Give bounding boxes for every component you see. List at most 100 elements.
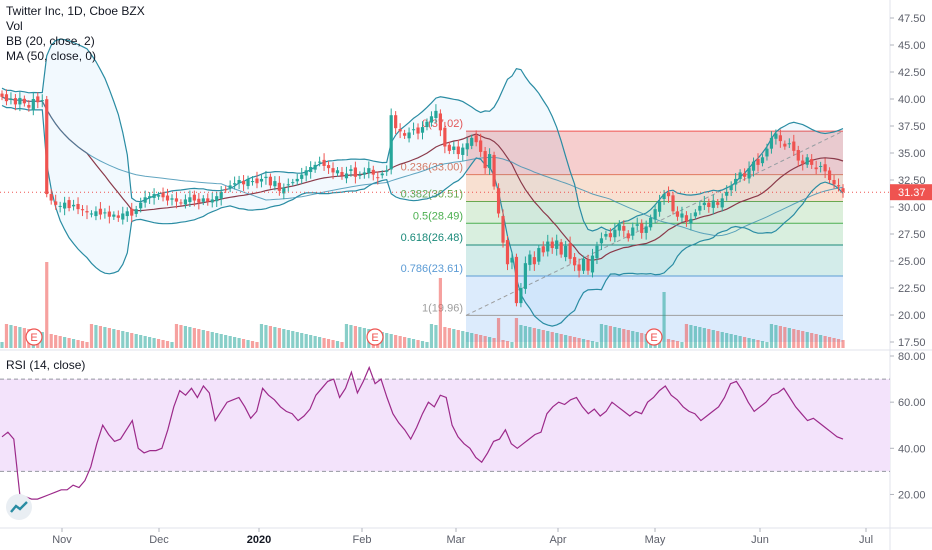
volume-bar <box>488 337 492 348</box>
candle-body <box>572 257 577 266</box>
volume-bar <box>479 335 483 348</box>
candle-body <box>264 176 268 179</box>
volume-bar <box>765 342 769 348</box>
candle-body <box>250 181 255 183</box>
candle-body <box>246 178 250 187</box>
volume-bar <box>259 324 264 348</box>
volume-bar <box>675 341 680 348</box>
candle-body <box>438 113 442 131</box>
rsi-tick-label: 60.00 <box>898 397 926 409</box>
candle-body <box>9 99 13 100</box>
candle-body <box>604 234 608 237</box>
volume-bar <box>291 331 295 348</box>
volume-bar <box>635 332 639 348</box>
volume-bar <box>125 332 129 348</box>
volume-bar <box>165 341 170 348</box>
candle-body <box>31 99 35 111</box>
candle-body <box>666 192 671 197</box>
volume-bar <box>385 333 389 348</box>
candle-body <box>403 133 407 136</box>
volume-bar <box>49 334 53 348</box>
volume-bar <box>98 326 103 348</box>
volume-bar <box>210 332 214 348</box>
volume-bar <box>662 292 666 348</box>
candle-body <box>483 151 487 169</box>
volume-bar <box>541 330 545 348</box>
volume-bar <box>827 337 832 348</box>
legend-bb: BB (20, close, 2) <box>6 34 95 48</box>
candle-body <box>555 240 559 249</box>
volume-bar <box>577 338 581 348</box>
candle-body <box>389 115 393 170</box>
volume-bar <box>680 342 684 348</box>
volume-bar <box>787 328 791 348</box>
volume-bar <box>353 326 357 348</box>
candle-body <box>841 188 845 192</box>
candle-body <box>684 215 689 222</box>
time-tick-label: Feb <box>353 534 372 546</box>
volume-bar <box>801 331 805 348</box>
volume-bar <box>429 324 434 348</box>
candle-body <box>774 133 778 139</box>
candle-body <box>747 168 751 179</box>
candle-body <box>27 105 31 108</box>
rsi-band <box>0 379 890 472</box>
candle-body <box>729 185 733 191</box>
candle-body <box>277 182 281 191</box>
candle-body <box>765 148 769 157</box>
candle-body <box>523 263 527 289</box>
fib-zone <box>466 223 843 246</box>
candle-body <box>537 248 541 262</box>
volume-bar <box>734 335 738 348</box>
candle-body <box>116 215 120 218</box>
volume-bar <box>4 324 9 348</box>
volume-bar <box>514 318 519 348</box>
volume-bar <box>116 330 120 348</box>
volume-bar <box>121 331 125 348</box>
candle-body <box>832 180 836 185</box>
candle-body <box>80 209 85 211</box>
candle-body <box>496 188 501 214</box>
candle-body <box>519 288 523 304</box>
candle-body <box>470 137 474 146</box>
candle-body <box>702 202 706 206</box>
tradingview-logo[interactable] <box>6 494 32 520</box>
candle-body <box>201 198 205 202</box>
candle-body <box>0 93 4 97</box>
earnings-marker <box>645 328 663 346</box>
candle-body <box>501 216 505 243</box>
bb-basis <box>1 96 844 261</box>
time-tick-label: Jun <box>751 534 769 546</box>
ma-50-line <box>1 96 844 237</box>
candle-body <box>479 140 483 152</box>
volume-bar <box>148 337 152 348</box>
candle-body <box>590 255 595 273</box>
volume-bar <box>640 333 644 348</box>
candle-body <box>640 223 644 233</box>
volume-bar <box>725 333 729 348</box>
candle-body <box>344 173 349 179</box>
volume-bar <box>595 342 599 348</box>
volume-bar <box>255 342 259 348</box>
volume-bar <box>756 340 760 348</box>
volume-bar <box>143 336 147 348</box>
candle-body <box>18 97 22 105</box>
volume-bar <box>523 326 527 348</box>
volume-bar <box>389 334 393 348</box>
candle-body <box>474 135 478 143</box>
fib-level-label: 1(19.96) <box>422 302 463 314</box>
volume-bar <box>192 328 196 348</box>
volume-bar <box>224 335 228 348</box>
bb-fill <box>2 39 843 327</box>
volume-bar <box>581 339 586 348</box>
candle-body <box>98 208 103 215</box>
candle-body <box>210 199 214 203</box>
volume-bar <box>559 334 563 348</box>
candle-body <box>143 197 147 203</box>
volume-bar <box>134 334 138 348</box>
candle-body <box>112 214 116 217</box>
candle-body <box>689 218 693 224</box>
candle-body <box>291 182 295 184</box>
candle-body <box>465 143 469 150</box>
